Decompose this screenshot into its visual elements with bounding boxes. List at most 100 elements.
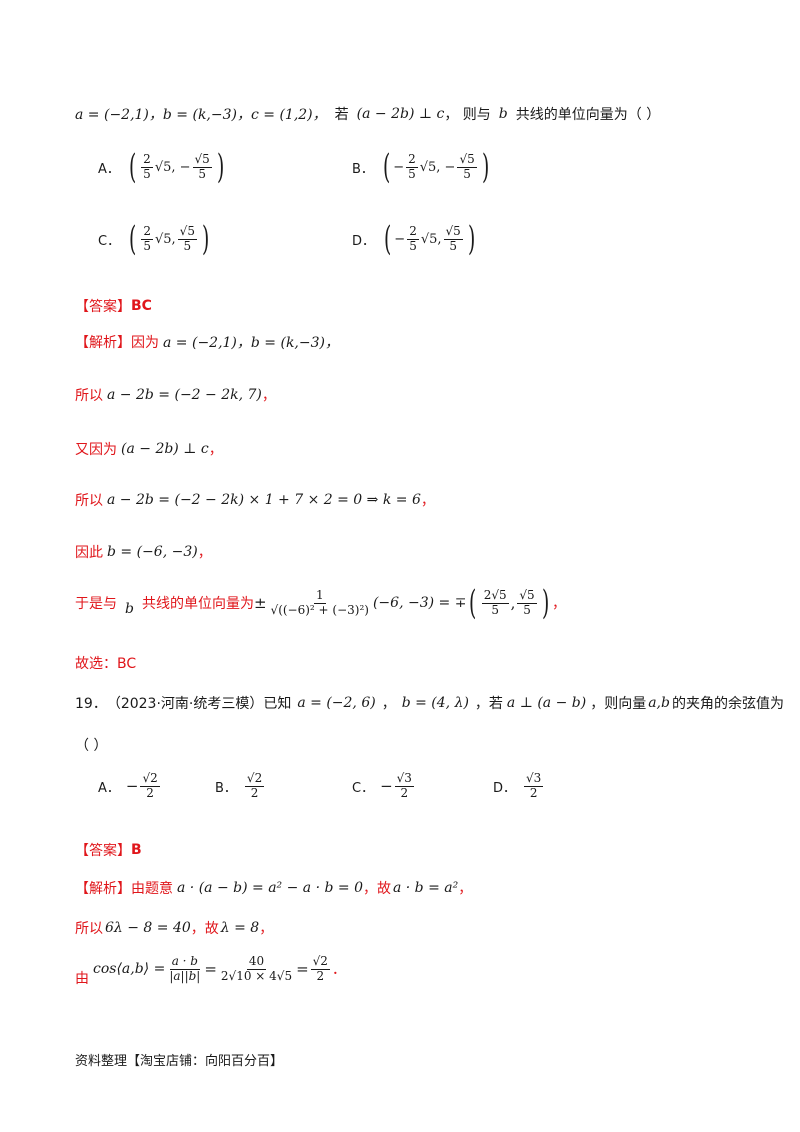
option-mid: √5, − <box>154 159 191 175</box>
step-math: a − 2b = (−2 − 2k, 7) <box>107 387 262 403</box>
q18-b: b <box>498 106 508 122</box>
step-text: 又因为 <box>75 442 117 458</box>
q18-analysis-5: 因此 b = (−6, −3) ， <box>75 542 212 562</box>
q18-stem: a = (−2,1)，b = (k,−3)，c = (1,2)， 若 (a − … <box>75 104 660 124</box>
fraction: √5 5 <box>177 223 197 253</box>
q19-analysis-2: 所以 6λ − 8 = 40 ，故 λ = 8 ， <box>75 918 273 938</box>
step-text: 所以 <box>75 493 103 509</box>
answer-label: 【答案】 <box>75 843 131 859</box>
option-label: B． <box>215 780 237 796</box>
q18-if: 若 <box>334 107 349 123</box>
q19-stem: 19． （2023·河南·统考三模） 已知 a = (−2, 6) ， b = … <box>75 693 784 713</box>
page-footer: 资料整理【淘宝店铺：向阳百分百】 <box>75 1054 284 1069</box>
option-sign: − <box>393 159 405 175</box>
step-math: a = (−2,1)，b = (k,−3)， <box>163 335 339 351</box>
q18-ask: 共线的单位向量为（ ） <box>515 107 661 123</box>
fraction: 1 √((−6)² + (−3)²) <box>270 587 369 617</box>
option-sign: − <box>394 231 406 247</box>
option-mid: √5, <box>154 231 176 247</box>
step-math: λ = 8 <box>220 920 260 936</box>
stem-text: 若 <box>488 696 503 712</box>
analysis-label: 【解析】 <box>75 881 131 897</box>
step-math: a · b = a² <box>392 880 459 896</box>
right-paren: ) <box>201 219 210 259</box>
question-source: （2023·河南·统考三模） <box>106 696 264 712</box>
step-text: ，故 <box>190 921 219 937</box>
step-text: 于是与 <box>75 596 117 612</box>
comma: ， <box>551 596 566 612</box>
fraction: √2 2 <box>244 771 265 800</box>
step-text: 所以 <box>75 921 103 937</box>
step-math: cos⟨a,b⟩ = <box>93 961 166 977</box>
q19-analysis-3: 由 cos⟨a,b⟩ = a · b |a||b| = 40 2√10 × 4√5 … <box>75 950 346 988</box>
q18-condition: (a − 2b) ⊥ c <box>356 106 445 122</box>
option-label: C． <box>98 233 121 249</box>
option-label: B． <box>352 161 374 177</box>
left-paren: ( <box>382 147 391 187</box>
option-sign: − <box>380 777 393 796</box>
step-text: 因此 <box>75 545 103 561</box>
option-label: A． <box>98 161 120 177</box>
q19-option-c: C． − √3 2 <box>352 771 416 801</box>
plus-minus: ± <box>253 594 267 612</box>
fraction: √5 5 <box>192 151 212 181</box>
equals: = <box>296 960 309 978</box>
stem-text: 已知 <box>263 696 292 712</box>
stem-math: a ⊥ (a − b) <box>506 695 587 711</box>
fraction: 40 2√10 × 4√5 <box>220 953 293 983</box>
q18-answer: 【答案】 BC <box>75 296 152 316</box>
q18-analysis-2: 所以 a − 2b = (−2 − 2k, 7) ， <box>75 385 276 405</box>
answer-label: 【答案】 <box>75 299 131 315</box>
answer-value: BC <box>131 298 152 314</box>
step-text: 由题意 <box>131 881 173 897</box>
step-text: 所以 <box>75 388 103 404</box>
comma: ， <box>474 696 489 712</box>
left-paren: ( <box>129 219 137 259</box>
option-mid: √5, − <box>419 159 456 175</box>
comma: ， <box>458 881 473 897</box>
step-text: 由 <box>75 971 89 987</box>
q19-option-a: A． − √2 2 <box>98 771 162 801</box>
step-math: a − 2b = (−2 − 2k) × 1 + 7 × 2 = 0 ⇒ k =… <box>107 492 421 508</box>
option-label: A． <box>98 780 120 796</box>
equals: = <box>204 960 217 978</box>
step-math: a · (a − b) = a² − a · b = 0 <box>177 880 363 896</box>
comma: ， <box>197 545 212 561</box>
fraction: √5 5 <box>443 223 463 253</box>
choose-text: 故选：BC <box>75 656 137 672</box>
fraction: √5 5 <box>457 151 477 181</box>
step-text: ，故 <box>362 881 391 897</box>
comma: ， <box>381 696 396 712</box>
comma: ， <box>259 921 274 937</box>
q19-option-d: D． √3 2 <box>493 771 545 801</box>
fraction: √2 2 <box>310 953 330 983</box>
right-paren: ) <box>467 219 476 259</box>
left-paren: ( <box>128 147 137 187</box>
answer-value: B <box>131 842 142 858</box>
q18-analysis-3: 又因为 (a − 2b) ⊥ c ， <box>75 439 223 459</box>
fraction: √5 5 <box>517 587 537 617</box>
fraction: 2√5 5 <box>481 587 509 617</box>
stem-text: 的夹角的余弦值为 <box>671 696 784 712</box>
q19-paren: （ ） <box>75 735 107 755</box>
q18-analysis-1: 【解析】 因为 a = (−2,1)，b = (k,−3)， <box>75 332 339 352</box>
q19-analysis-1: 【解析】 由题意 a · (a − b) = a² − a · b = 0 ，故… <box>75 878 472 898</box>
q18-analysis-6: 于是与 b 共线的单位向量为 ± 1 √((−6)² + (−3)²) (−6, … <box>75 583 566 623</box>
step-math: (a − 2b) ⊥ c <box>121 441 209 457</box>
option-label: D． <box>493 780 517 796</box>
period: ． <box>331 962 346 978</box>
step-b: b <box>125 601 134 617</box>
option-sign: − <box>125 777 139 796</box>
fraction: √3 2 <box>394 771 414 800</box>
left-paren: ( <box>384 219 392 259</box>
q18-analysis-4: 所以 a − 2b = (−2 − 2k) × 1 + 7 × 2 = 0 ⇒ … <box>75 490 435 510</box>
step-math: 6λ − 8 = 40 <box>105 920 191 936</box>
step-math: (−6, −3) = ∓ <box>372 595 467 611</box>
stem-text: ，则向量 <box>590 696 647 712</box>
answer-blank: （ ） <box>75 738 108 754</box>
